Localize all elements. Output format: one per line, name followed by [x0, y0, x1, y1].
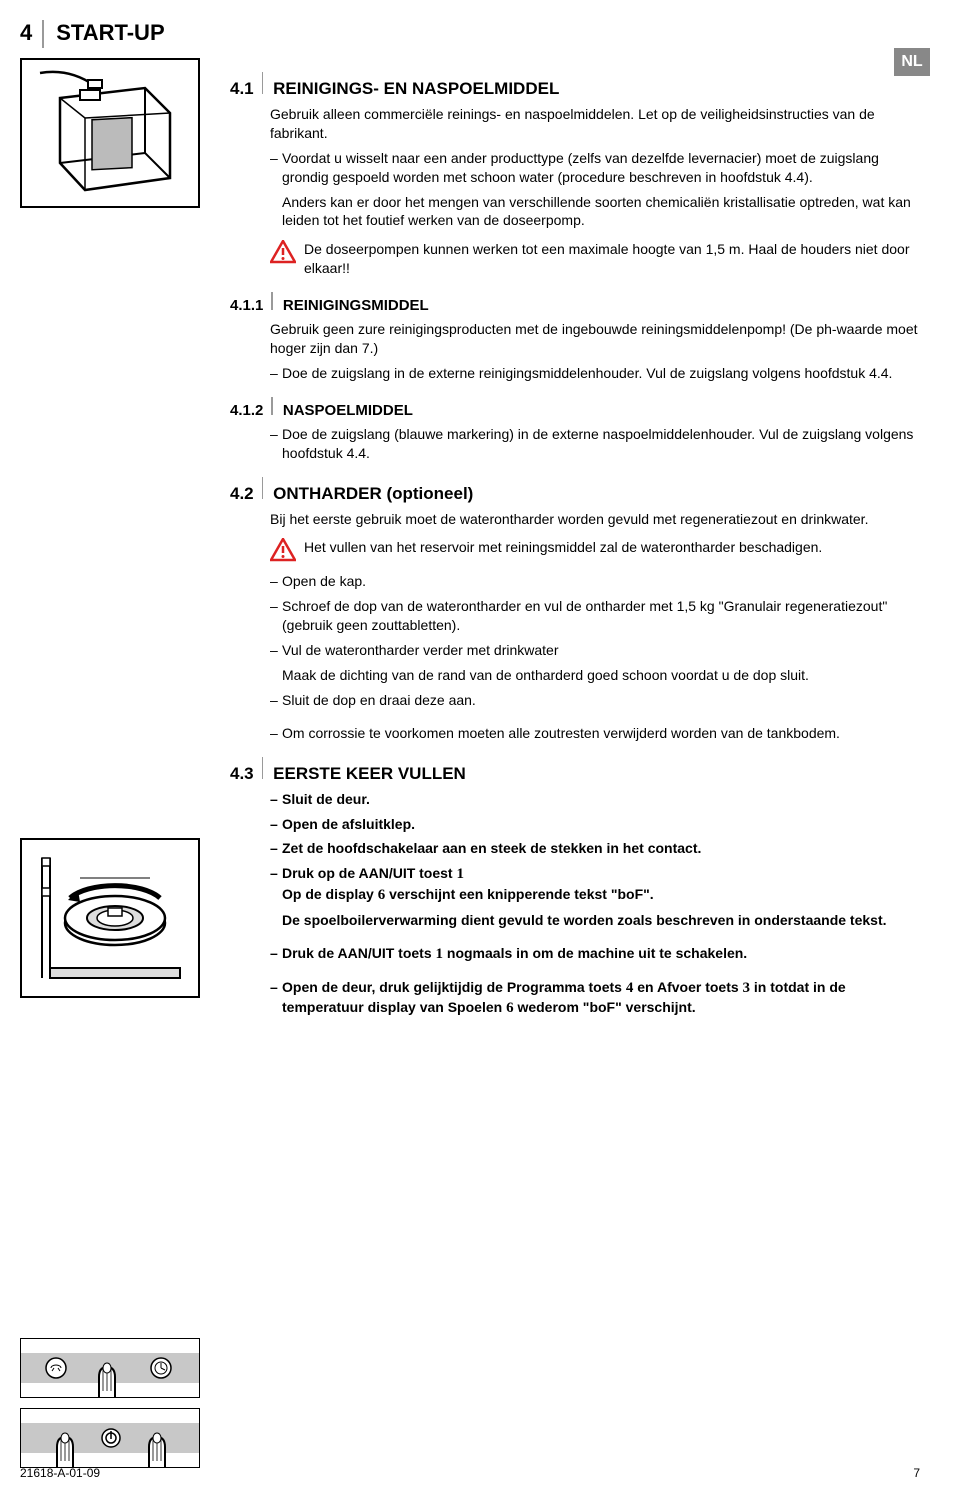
page-number: 7 [913, 1466, 920, 1480]
control-panel-illustration-2 [20, 1408, 200, 1468]
section-title: EERSTE KEER VULLEN [273, 764, 466, 784]
section-4-1-2-heading: 4.1.2 NASPOELMIDDEL [230, 397, 920, 419]
paragraph: Bij het eerste gebruik moet de wateronth… [230, 510, 920, 529]
section-title: REINIGINGS- EN NASPOELMIDDEL [273, 79, 559, 99]
list-item: Voordat u wisselt naar een ander product… [230, 149, 920, 187]
chapter-title: START-UP [56, 20, 164, 46]
container-illustration [20, 58, 200, 208]
divider [262, 477, 264, 499]
list-item: Zet de hoofdschakelaar aan en steek de s… [230, 839, 920, 858]
doc-code: 21618-A-01-09 [20, 1466, 100, 1480]
list-item: Open de deur, druk gelijktijdig de Progr… [230, 978, 920, 1019]
ref-number: 6 [506, 1000, 514, 1016]
section-4-1-heading: 4.1 REINIGINGS- EN NASPOELMIDDEL [230, 72, 920, 99]
ref-number: 1 [436, 946, 444, 962]
divider [262, 757, 264, 779]
section-number: 4.1.1 [230, 297, 263, 314]
paragraph: Gebruik alleen commerciële reinings- en … [230, 105, 920, 143]
warning-text: Het vullen van het reservoir met reining… [304, 538, 822, 557]
section-4-2-heading: 4.2 ONTHARDER (optioneel) [230, 477, 920, 504]
list-item: Sluit de dop en draai deze aan. [230, 691, 920, 710]
paragraph: Anders kan er door het mengen van versch… [230, 193, 920, 231]
list-item: Sluit de deur. [230, 790, 920, 809]
warning-text: De doseerpompen kunnen werken tot een ma… [304, 240, 920, 278]
list-item: Vul de waterontharder verder met drinkwa… [230, 641, 920, 660]
divider [42, 20, 44, 48]
page-footer: 21618-A-01-09 7 [20, 1466, 920, 1480]
warning-icon [270, 538, 296, 562]
section-title: NASPOELMIDDEL [283, 402, 413, 419]
paragraph: Gebruik geen zure reinigingsproducten me… [230, 320, 920, 358]
language-tag: NL [894, 48, 930, 76]
list-item: Open de kap. [230, 572, 920, 591]
list-item: Om corrossie te voorkomen moeten alle zo… [230, 724, 920, 743]
section-4-3-heading: 4.3 EERSTE KEER VULLEN [230, 757, 920, 784]
warning-box: Het vullen van het reservoir met reining… [230, 538, 920, 562]
section-4-1-1-heading: 4.1.1 REINIGINGSMIDDEL [230, 292, 920, 314]
content-column: 4.1 REINIGINGS- EN NASPOELMIDDEL Gebruik… [220, 58, 920, 1025]
warning-box: De doseerpompen kunnen werken tot een ma… [230, 240, 920, 278]
illustration-column [20, 58, 220, 1478]
chapter-heading: 4 START-UP [20, 20, 920, 48]
paragraph: De spoelboilerverwarming dient gevuld te… [230, 911, 920, 930]
section-number: 4.1.2 [230, 402, 263, 419]
warning-icon [270, 240, 296, 264]
list-item: Doe de zuigslang in de externe reiniging… [230, 364, 920, 383]
list-item: Doe de zuigslang (blauwe markering) in d… [230, 425, 920, 463]
list-item: Schroef de dop van de waterontharder en … [230, 597, 920, 635]
paragraph: Maak de dichting van de rand van de onth… [230, 666, 920, 685]
control-panel-illustration-1 [20, 1338, 200, 1398]
chapter-number: 4 [20, 20, 32, 46]
section-title: ONTHARDER (optioneel) [273, 484, 473, 504]
section-number: 4.2 [230, 484, 254, 504]
list-item: Open de afsluitklep. [230, 815, 920, 834]
divider [271, 292, 273, 310]
section-number: 4.3 [230, 764, 254, 784]
ref-number: 1 [457, 866, 465, 882]
list-item: Druk de AAN/UIT toets 1 nogmaals in om d… [230, 944, 920, 964]
list-item: Druk op de AAN/UIT toest 1 Op de display… [230, 864, 920, 905]
ref-number: 3 [743, 980, 751, 996]
divider [262, 72, 264, 94]
section-number: 4.1 [230, 79, 254, 99]
section-title: REINIGINGSMIDDEL [283, 297, 429, 314]
divider [271, 397, 273, 415]
softener-illustration [20, 838, 200, 998]
